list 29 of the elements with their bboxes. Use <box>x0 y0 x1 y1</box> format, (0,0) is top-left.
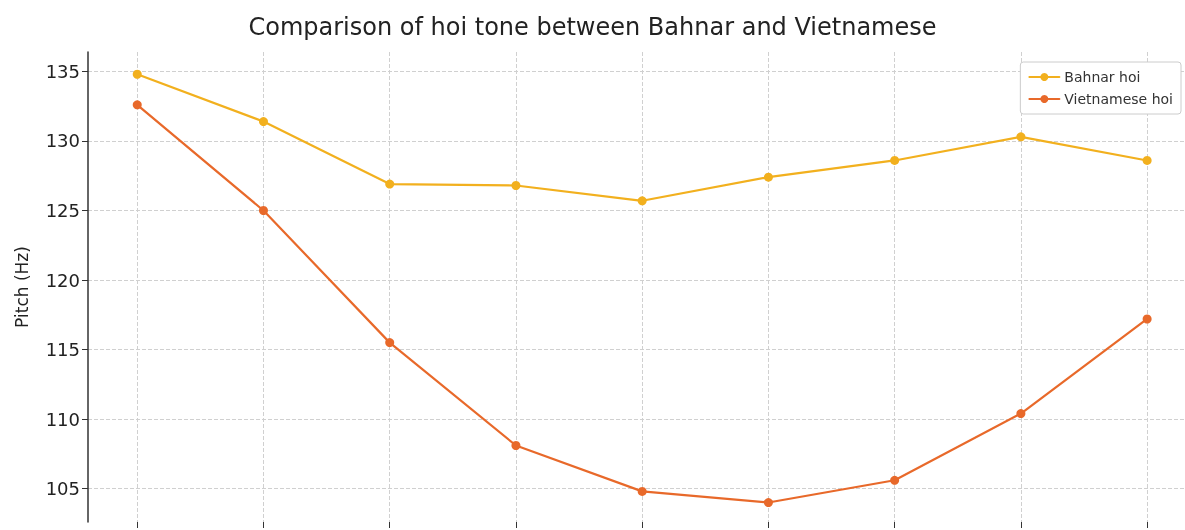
y-tick-label: 120 <box>45 269 80 291</box>
point <box>890 475 900 485</box>
y-tick-label: 105 <box>45 478 80 500</box>
point <box>385 179 395 189</box>
point <box>637 196 647 206</box>
point <box>1142 155 1152 165</box>
chart-title: Comparison of hoi tone between Bahnar and Vietnamese <box>248 13 937 41</box>
point <box>637 486 647 496</box>
legend-label: Vietnamese hoi <box>1064 91 1174 107</box>
y-tick-label: 115 <box>45 339 80 361</box>
point <box>1142 314 1152 324</box>
point <box>763 172 773 182</box>
point <box>763 498 773 508</box>
y-tick-label: 110 <box>45 408 80 430</box>
y-tick-label: 135 <box>45 60 80 82</box>
point <box>385 338 395 348</box>
legend-label: Bahnar hoi <box>1064 69 1141 85</box>
point <box>511 180 521 190</box>
point <box>1016 132 1026 142</box>
y-tick-label: 130 <box>45 130 80 152</box>
point <box>132 69 142 79</box>
point <box>511 441 521 451</box>
point <box>258 117 268 127</box>
y-axis-title: Pitch (Hz) <box>11 246 32 328</box>
y-tick-label: 125 <box>45 200 80 222</box>
point <box>890 155 900 165</box>
point <box>132 100 142 110</box>
point <box>1016 409 1026 419</box>
point <box>258 206 268 216</box>
